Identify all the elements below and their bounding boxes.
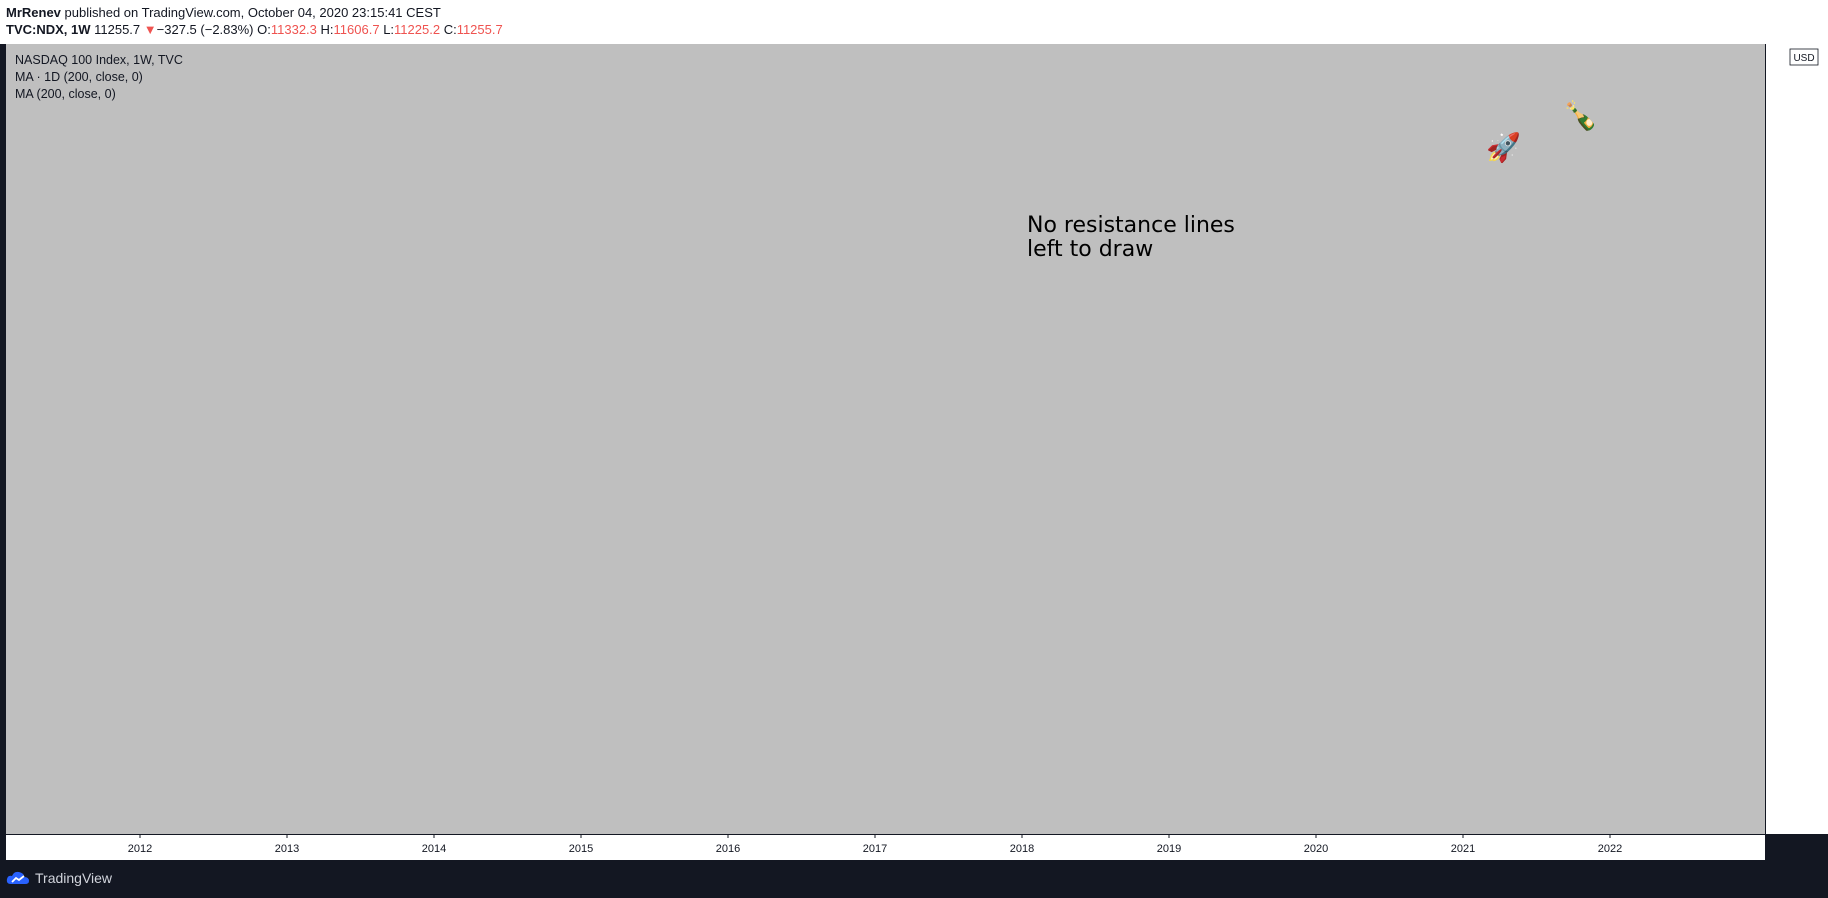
- publish-header: MrRenev published on TradingView.com, Oc…: [0, 0, 1828, 44]
- time-axis: [6, 835, 1765, 860]
- text-annotation[interactable]: No resistance lines left to draw: [1027, 214, 1235, 262]
- annotation-line-1: No resistance lines: [1027, 213, 1235, 238]
- high-label: H:: [320, 22, 334, 37]
- price-chart[interactable]: 18000.016000.014000.012500.010100.08900.…: [0, 44, 1828, 860]
- x-tick-label: 2019: [1157, 843, 1181, 855]
- last-price: 11255.7: [94, 22, 141, 37]
- high-value: 11606.7: [333, 22, 380, 37]
- open-value: 11332.3: [270, 22, 317, 37]
- price-axis: [1766, 44, 1828, 834]
- x-tick-label: 2014: [422, 843, 446, 855]
- author-name[interactable]: MrRenev: [6, 5, 61, 20]
- plot-area: [6, 44, 1765, 834]
- x-tick-label: 2012: [128, 843, 152, 855]
- brand-text: TradingView: [35, 870, 113, 886]
- legend-ma-weekly[interactable]: MA (200, close, 0): [15, 87, 116, 101]
- currency-box: [1789, 48, 1819, 66]
- publish-info: MrRenev published on TradingView.com, Oc…: [6, 5, 441, 20]
- low-value: 11225.2: [394, 22, 441, 37]
- published-text: published on TradingView.com, October 04…: [60, 5, 441, 20]
- down-arrow-icon: ▼: [143, 22, 157, 37]
- legend-title[interactable]: NASDAQ 100 Index, 1W, TVC: [15, 53, 183, 67]
- tradingview-logo[interactable]: TradingView: [6, 870, 112, 886]
- legend-ma-daily[interactable]: MA · 1D (200, close, 0): [15, 70, 143, 84]
- x-tick-label: 2021: [1451, 843, 1475, 855]
- close-label: C:: [443, 22, 457, 37]
- close-value: 11255.7: [456, 22, 503, 37]
- symbol-label: TVC:NDX, 1W: [6, 22, 91, 37]
- rocket-icon[interactable]: 🚀: [1486, 132, 1521, 163]
- low-label: L:: [383, 22, 395, 37]
- chart-legend: NASDAQ 100 Index, 1W, TVC MA · 1D (200, …: [15, 52, 183, 103]
- currency-label: USD: [1793, 53, 1814, 64]
- x-tick-label: 2015: [569, 843, 593, 855]
- annotation-line-2: left to draw: [1027, 237, 1154, 262]
- ohlc-line: TVC:NDX, 1W 11255.7 ▼−327.5 (−2.83%) O:1…: [6, 22, 503, 37]
- x-tick-label: 2016: [716, 843, 740, 855]
- champagne-icon[interactable]: 🍾: [1563, 100, 1598, 131]
- x-tick-label: 2022: [1598, 843, 1622, 855]
- x-tick-label: 2013: [275, 843, 299, 855]
- x-tick-label: 2017: [863, 843, 887, 855]
- footer-bar: TradingView: [0, 860, 1828, 898]
- price-change: −327.5 (−2.83%): [156, 22, 254, 37]
- open-label: O:: [257, 22, 271, 37]
- cloud-icon: [6, 871, 29, 884]
- x-tick-label: 2018: [1010, 843, 1034, 855]
- x-tick-label: 2020: [1304, 843, 1328, 855]
